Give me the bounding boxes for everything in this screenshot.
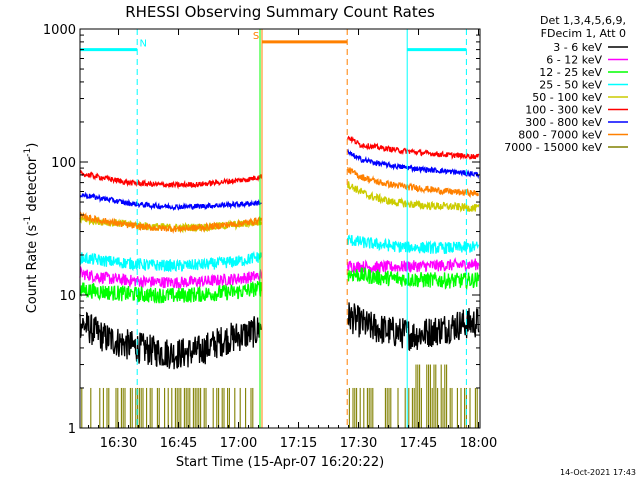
series-12-25keV [79,267,480,304]
legend-entry-label: 300 - 800 keV [525,116,602,129]
series-300-800keV [79,148,480,212]
x-tick-label: 17:30 [340,436,377,451]
x-axis-title: Start Time (15-Apr-07 16:20:22) [176,455,384,470]
x-axis: 16:30 16:45 17:00 17:15 17:30 17:45 18:00 [88,29,497,451]
series-line-segment [79,211,263,234]
x-tick-label: 17:15 [280,436,317,451]
y-tick-label: 10 [59,289,76,304]
legend-header-line-1: Det 1,3,4,5,6,9, [540,14,626,27]
legend-entry-label: 100 - 300 keV [525,104,602,117]
overlay-layer: NS [80,29,467,428]
y-axis-title: Count Rate (s-1 detector-1) [23,143,40,314]
series-line-segment [346,234,480,255]
series-25-50keV [79,234,480,273]
x-tick-label: 17:00 [220,436,257,451]
series-line-segment [79,169,263,190]
legend: Det 1,3,4,5,6,9, FDecim 1, Att 0 3 - 6 k… [504,14,628,154]
series-line-segment [79,191,262,212]
x-tick-label: 17:45 [400,436,437,451]
legend-entry-label: 12 - 25 keV [539,66,602,79]
legend-header-line-2: FDecim 1, Att 0 [541,27,626,40]
series-7000-15000keV [81,364,478,428]
series-line-segment [346,148,480,180]
y-axis-title-mid: detector [25,156,40,216]
generation-timestamp: 14-Oct-2021 17:43 [560,468,636,477]
series-line-segment [347,135,480,161]
series-3-6keV [79,302,480,370]
legend-entry-label: 25 - 50 keV [539,79,602,92]
data-layer [79,135,480,428]
x-tick-label: 18:00 [460,436,497,451]
y-axis-title-sup2: -1 [23,148,33,157]
plot-frame [79,28,481,429]
event-bar-label: N [139,39,146,50]
y-axis: 1 10 100 1000 [43,23,480,437]
series-100-300keV [79,135,480,190]
y-tick-label: 1000 [43,23,76,38]
series-line-segment [79,265,263,290]
series-line-segment [346,302,480,352]
series-line-segment [79,280,263,304]
y-axis-title-main: Count Rate (s [25,225,40,314]
y-axis-title-end: ) [25,143,40,148]
legend-entry-label: 7000 - 15000 keV [504,141,602,154]
legend-entry-label: 800 - 7000 keV [518,129,602,142]
series-6-12keV [79,257,480,290]
x-tick-label: 16:30 [100,436,137,451]
legend-entry-label: 50 - 100 keV [532,91,602,104]
series-line-segment [79,311,263,370]
chart-title: RHESSI Observing Summary Count Rates [125,3,435,21]
series-line-segment [346,167,480,198]
series-line-segment [346,181,480,213]
x-tick-label: 16:45 [160,436,197,451]
y-tick-label: 1 [68,422,76,437]
series-line-segment [346,257,480,274]
y-tick-label: 100 [51,156,76,171]
y-axis-title-sup1: -1 [23,216,33,225]
series-line-segment [79,250,263,273]
series-800-7000keV [79,167,480,234]
legend-entry-label: 3 - 6 keV [553,41,602,54]
event-bar-label: S [253,31,259,42]
legend-entry-label: 6 - 12 keV [546,54,602,67]
series-line-segment [347,267,480,291]
